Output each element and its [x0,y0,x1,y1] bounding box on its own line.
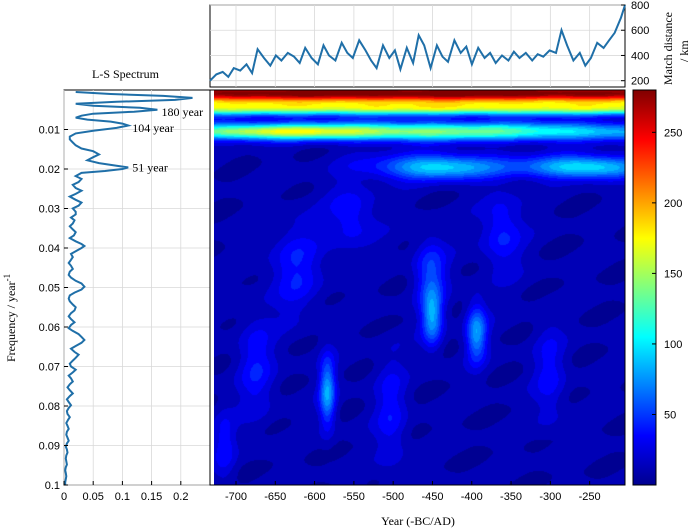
wavelet-xlabel: Year (-BC/AD) [381,514,455,528]
wavelet-x-tick-label: -250 [579,491,601,503]
spectrum-y-tick-label: 0.07 [39,362,60,374]
spectrum-y-tick-label: 0.1 [45,480,60,492]
spectrum-ylabel: Frequency / year-1 [2,274,18,362]
top-y-tick-label: 200 [631,76,649,88]
spectrum-title: L-S Spectrum [92,67,160,81]
spectrum-y-tick-label: 0.03 [39,204,60,216]
spectrum-annotations: 180 year 104 year 51 year [132,105,203,174]
colorbar: 50 100 150 200 250 [632,89,682,486]
spectrum-y-tick-label: 0.01 [39,125,60,137]
spectrum-x-tick-label: 0.15 [141,491,162,503]
colorbar-tick-label: 50 [664,409,676,421]
colorbar-tick-label: 250 [664,127,682,139]
colorbar-tick-label: 100 [664,339,682,351]
wavelet-panel: -700 -650 -600 -550 -500 -450 -400 -350 -300 -250… [209,89,626,528]
wavelet-x-tick-label: -450 [421,491,443,503]
wavelet-x-ticks: -700 -650 -600 -550 -500 -450 -400 -350 -300 -250 [225,481,601,503]
spectrum-y-tick-label: 0.09 [39,441,60,453]
match-distance-line [209,4,626,82]
spectrum-ylabel-sup: -1 [2,274,12,282]
spectrum-peak-label: 51 year [132,160,168,174]
ls-spectrum-line [64,91,193,485]
top-y-tick-label: 600 [631,25,649,37]
wavelet-x-tick-label: -350 [500,491,522,503]
spectrum-x-tick-label: 0.2 [173,491,188,503]
spectrum-y-tick-label: 0.06 [39,322,60,334]
wavelet-panel-frame [209,89,626,486]
top-panel-series [209,4,626,82]
spectrum-y-tick-label: 0.08 [39,401,60,413]
wavelet-x-tick-label: -700 [225,491,247,503]
top-y-tick-label: 800 [631,0,649,12]
spectrum-series [64,91,193,485]
colorbar-tick-label: 200 [664,198,682,210]
wavelet-x-tick-label: -600 [304,491,326,503]
spectrum-x-ticks: 0 0.05 0.1 0.15 0.2 [61,481,188,503]
top-y-tick-label: 400 [631,50,649,62]
top-panel-ylabel-line2: / km [677,40,691,62]
colorbar-tick-label: 150 [664,268,682,280]
colorbar-gradient [632,89,657,486]
spectrum-x-tick-label: 0 [61,491,67,503]
spectrum-x-tick-label: 0.05 [82,491,103,503]
top-panel-grid [210,4,625,87]
spectrum-y-tick-label: 0.05 [39,283,60,295]
spectrum-peak-label: 104 year [132,121,174,135]
wavelet-x-tick-label: -400 [461,491,483,503]
top-panel: 200 400 600 800 Match distance / km [209,0,691,88]
spectrum-y-tick-label: 0.04 [39,243,60,255]
top-panel-y-ticks: 200 400 600 800 [621,0,649,88]
wavelet-x-tick-label: -650 [264,491,286,503]
colorbar-ticks: 50 100 150 200 250 [652,127,682,421]
wavelet-x-tick-label: -300 [539,491,561,503]
spectrum-y-tick-label: 0.02 [39,164,60,176]
top-panel-ylabel-line1: Match distance [661,12,675,85]
wavelet-x-tick-label: -500 [382,491,404,503]
wavelet-x-tick-label: -550 [343,491,365,503]
spectrum-ylabel-text: Frequency / year [4,281,18,362]
spectrum-x-tick-label: 0.1 [115,491,130,503]
wavelet-heatmap [214,90,625,485]
spectrum-peak-label: 180 year [161,105,203,119]
